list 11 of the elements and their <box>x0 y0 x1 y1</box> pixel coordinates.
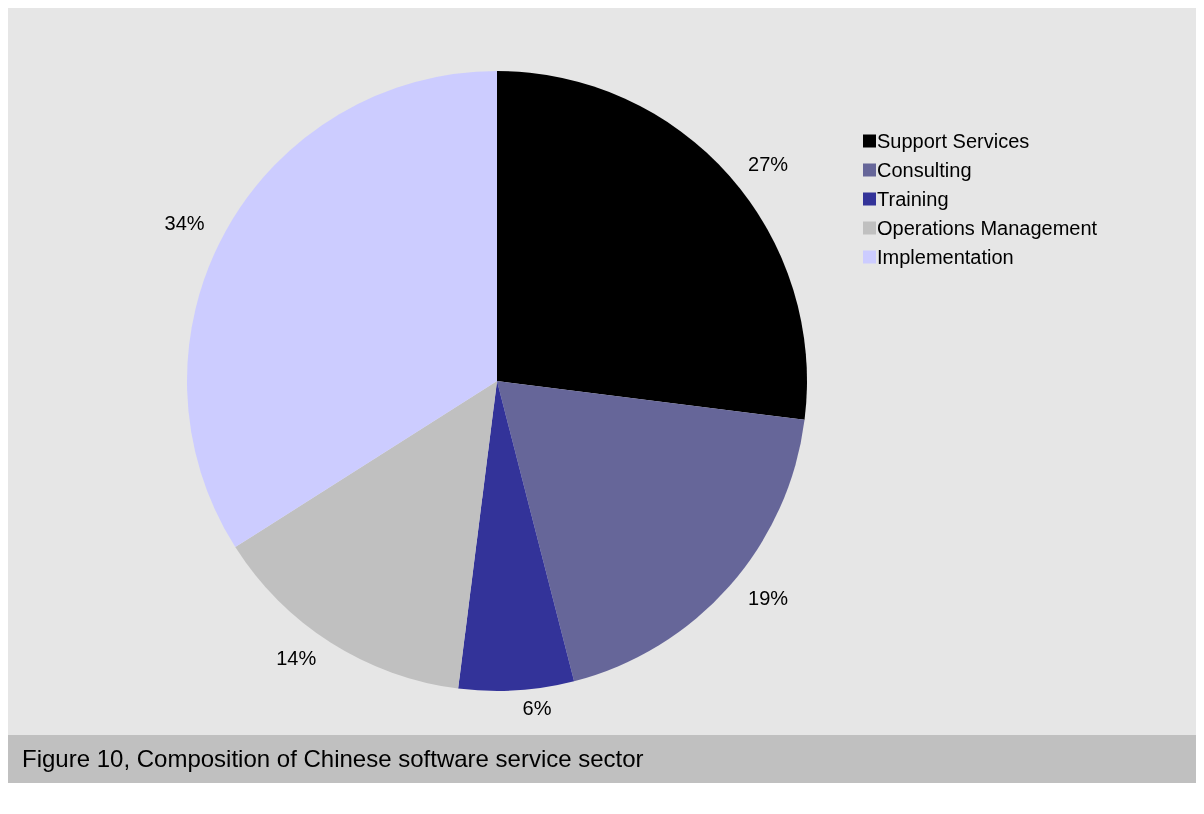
data-label: 34% <box>164 211 205 234</box>
legend-label: Training <box>877 188 949 210</box>
data-label: 6% <box>522 697 552 720</box>
data-label: 19% <box>748 586 789 609</box>
legend-label: Implementation <box>877 246 1014 268</box>
legend-label: Consulting <box>877 159 972 181</box>
text: Figure 10, Composition of Chinese software service sector <box>8 735 1196 783</box>
legend-label: Support Services <box>877 130 1030 152</box>
legend-label: Operations Management <box>877 217 1098 239</box>
data-label: 14% <box>276 646 317 669</box>
data-label: 27% <box>748 153 789 176</box>
